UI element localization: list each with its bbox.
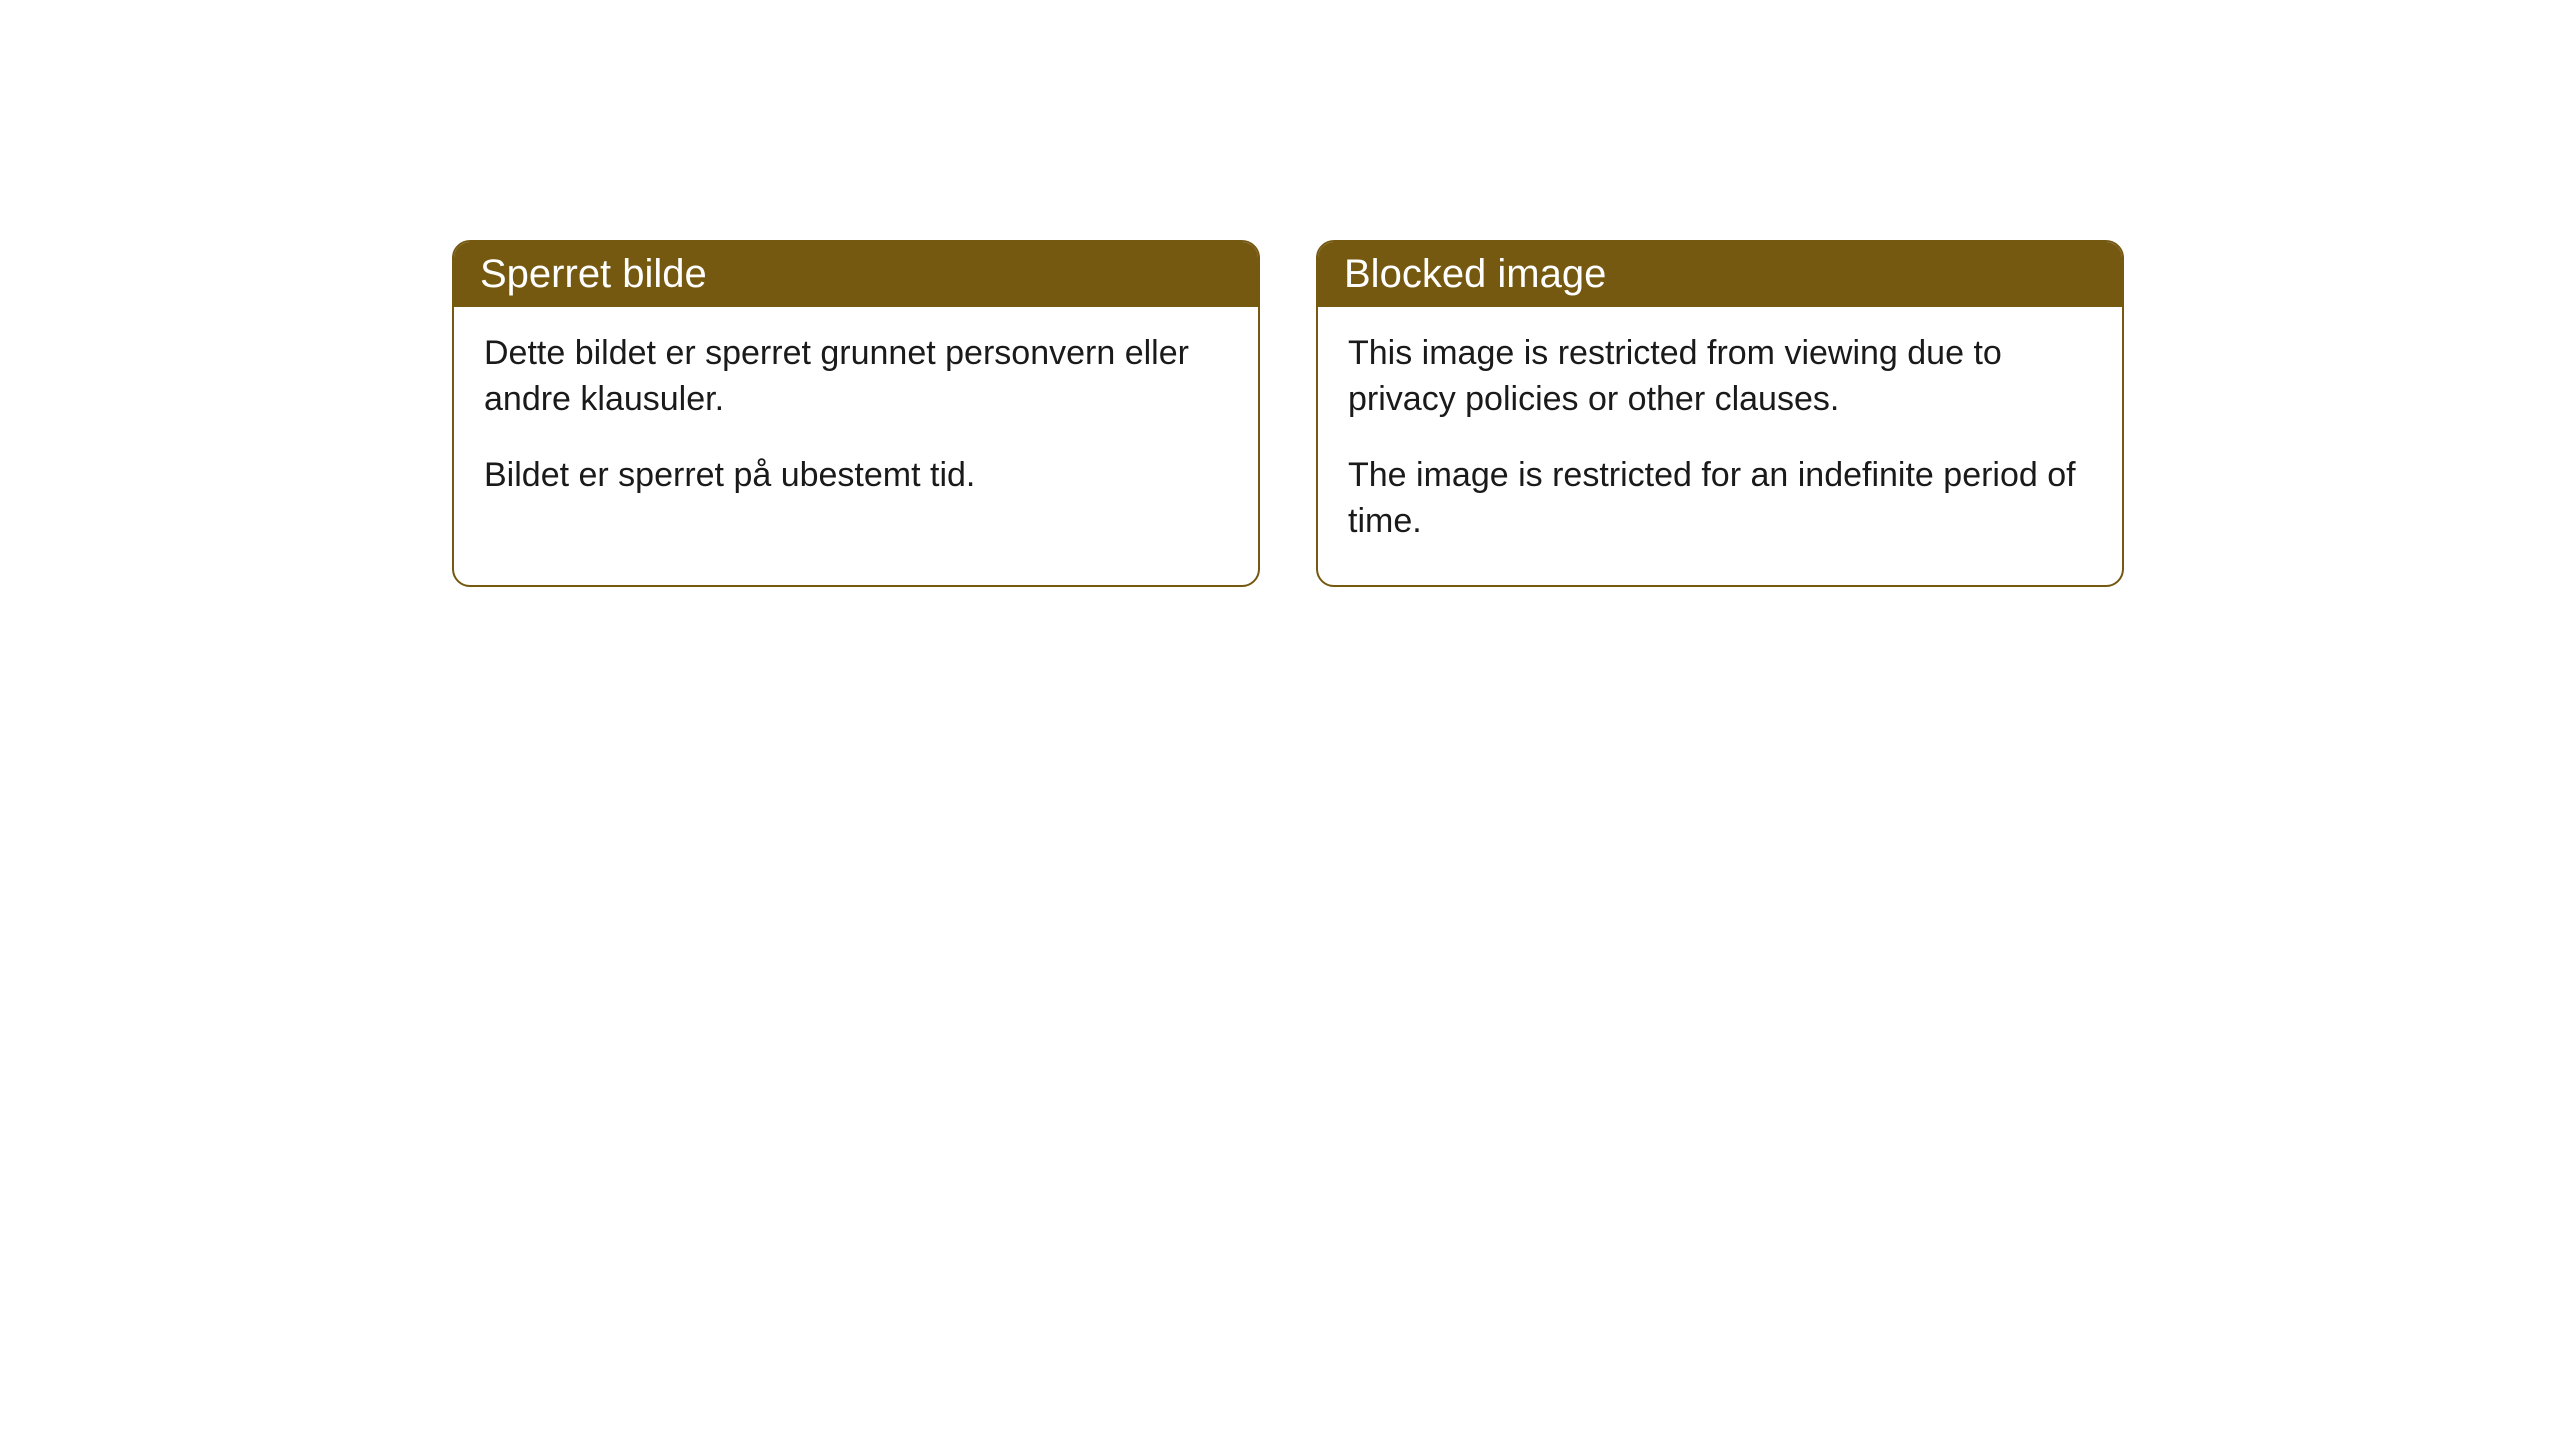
card-paragraph-1: This image is restricted from viewing du… xyxy=(1348,331,2092,423)
card-body: This image is restricted from viewing du… xyxy=(1318,307,2122,585)
card-title: Blocked image xyxy=(1344,252,1606,296)
blocked-image-card-norwegian: Sperret bilde Dette bildet er sperret gr… xyxy=(452,240,1260,587)
cards-container: Sperret bilde Dette bildet er sperret gr… xyxy=(452,240,2124,587)
card-paragraph-1: Dette bildet er sperret grunnet personve… xyxy=(484,331,1228,423)
card-header: Sperret bilde xyxy=(454,242,1258,307)
card-title: Sperret bilde xyxy=(480,252,707,296)
blocked-image-card-english: Blocked image This image is restricted f… xyxy=(1316,240,2124,587)
card-body: Dette bildet er sperret grunnet personve… xyxy=(454,307,1258,539)
card-header: Blocked image xyxy=(1318,242,2122,307)
card-paragraph-2: The image is restricted for an indefinit… xyxy=(1348,453,2092,545)
card-paragraph-2: Bildet er sperret på ubestemt tid. xyxy=(484,453,1228,499)
